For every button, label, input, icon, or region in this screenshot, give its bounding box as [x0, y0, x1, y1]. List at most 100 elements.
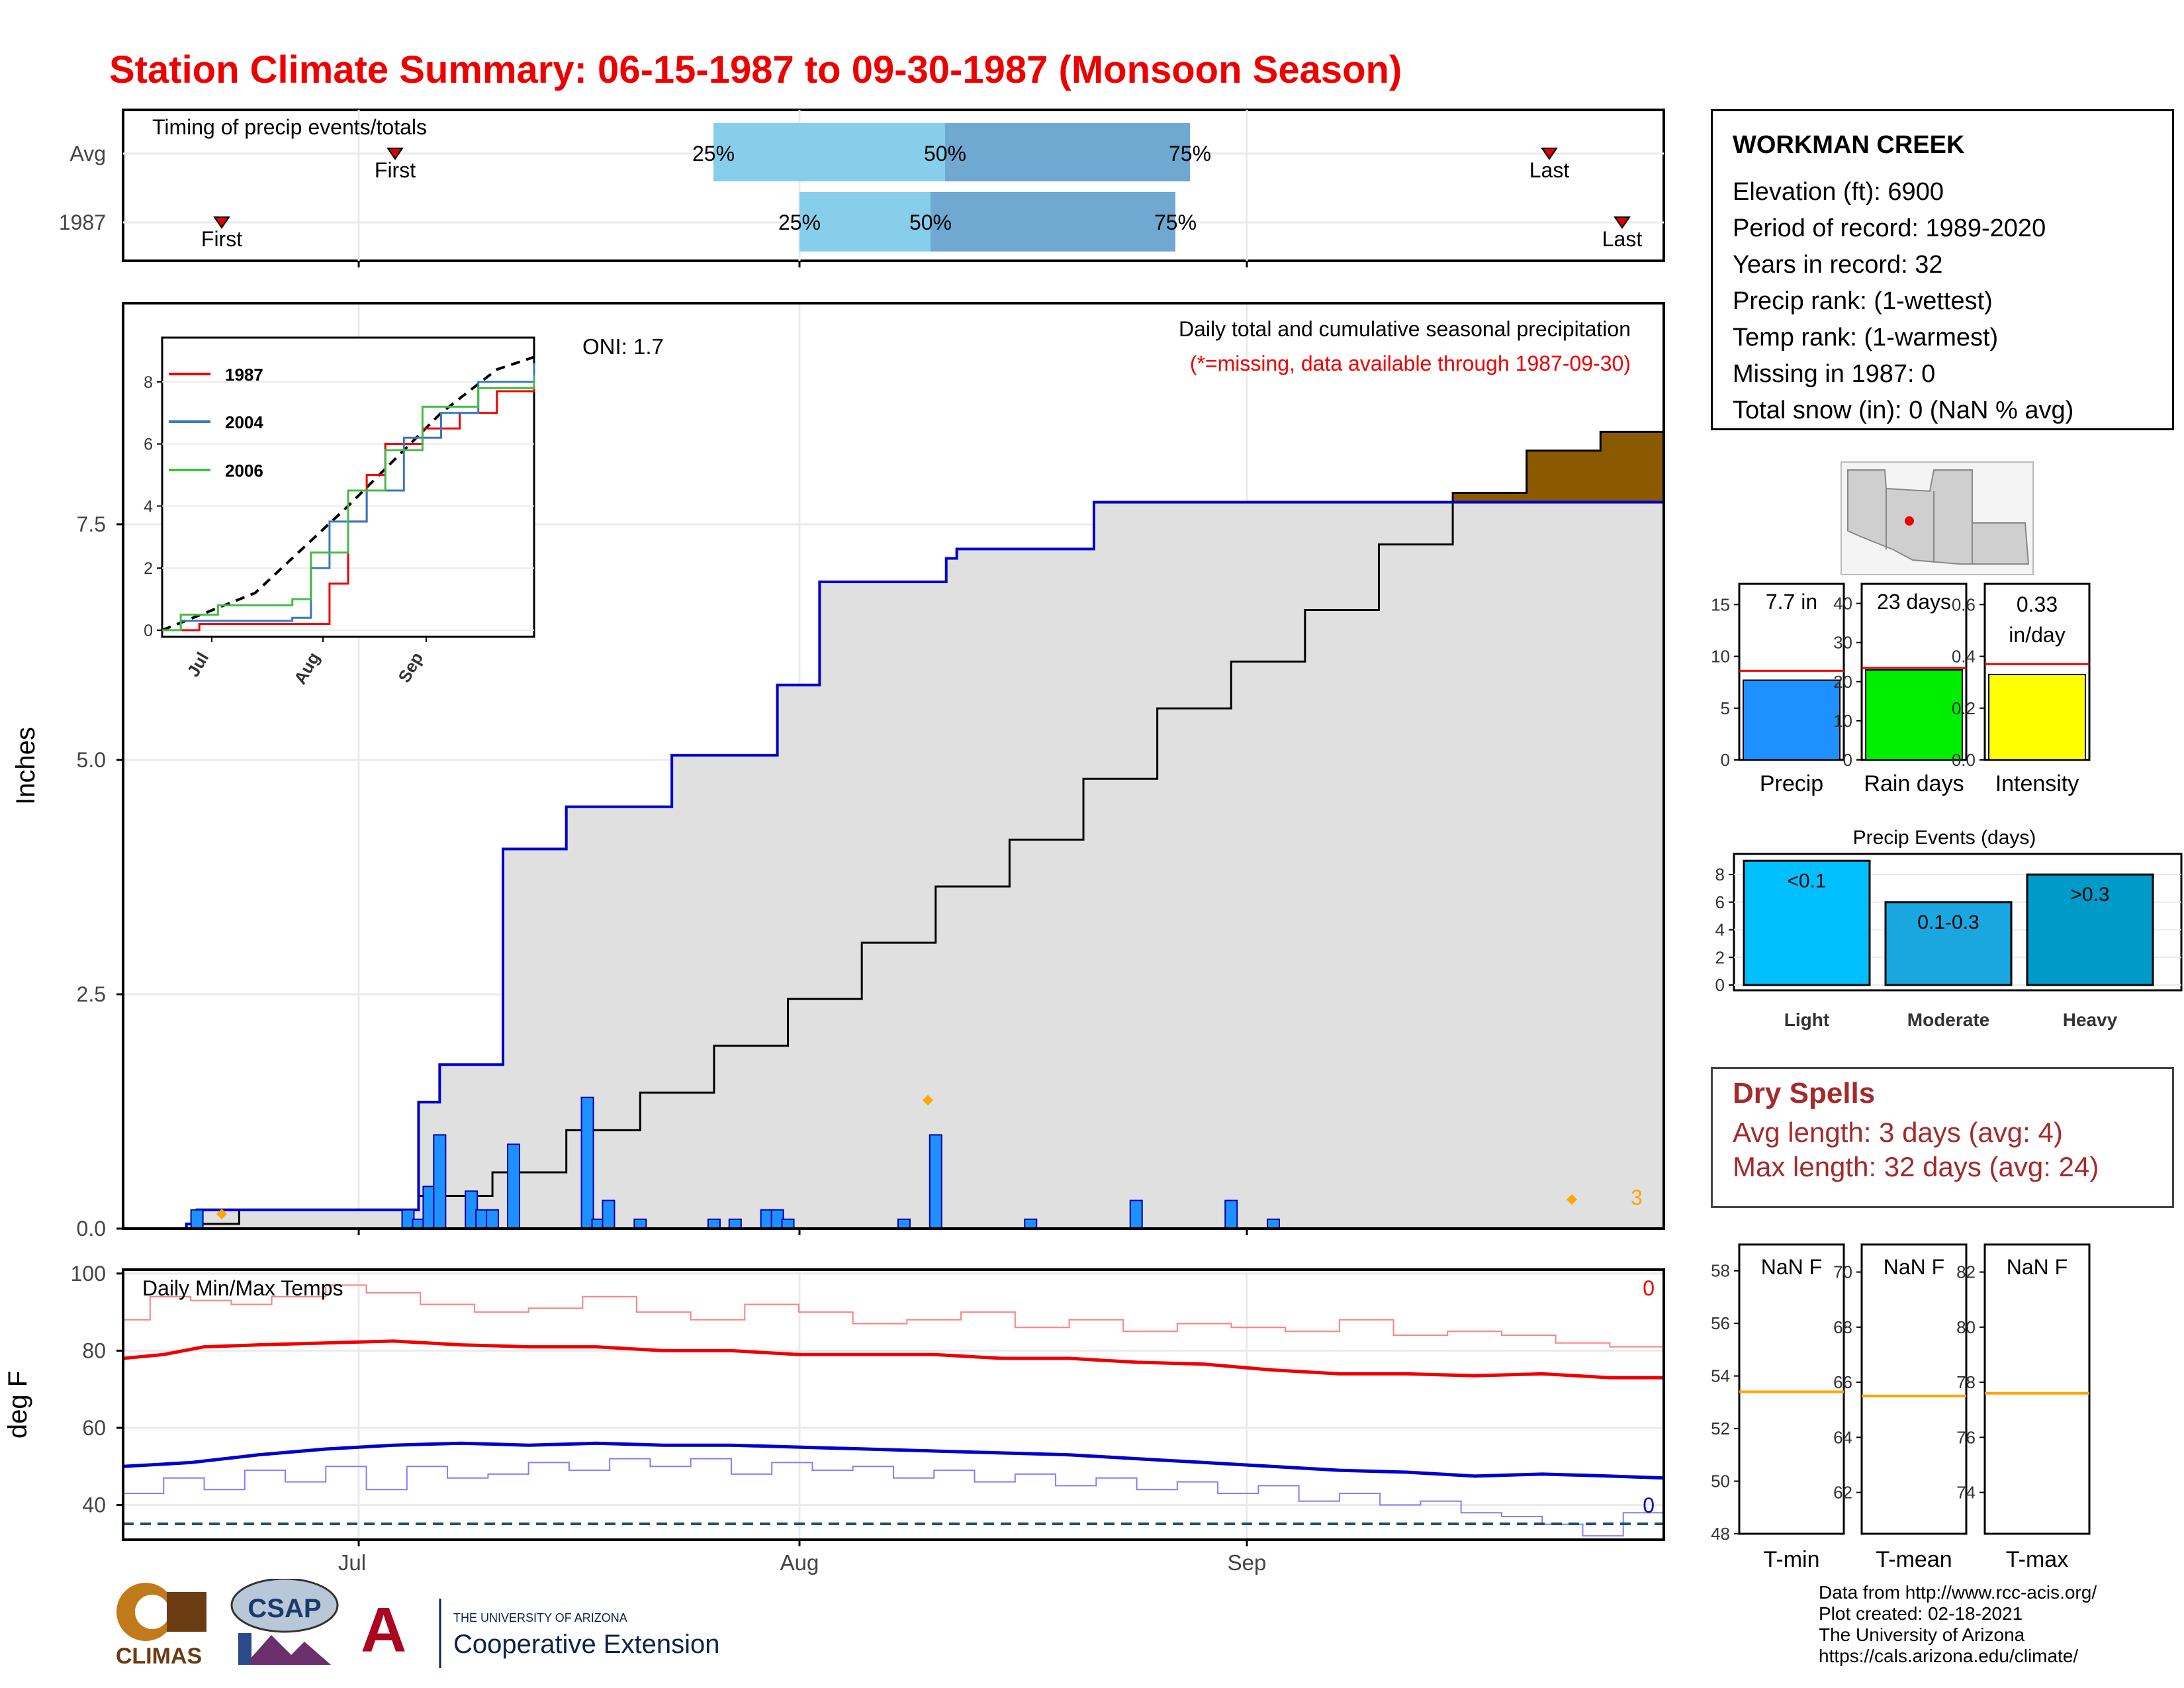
ua-big-text: Cooperative Extension — [453, 1630, 719, 1659]
summary-ytick: 0.6 — [1952, 594, 1976, 614]
inset-ytick: 2 — [144, 559, 153, 578]
timing-avg-first-marker — [387, 148, 404, 160]
ua-a-icon: A — [361, 1595, 406, 1665]
events-ytick: 6 — [1715, 892, 1725, 912]
precip-ytick: 7.5 — [77, 512, 106, 536]
temp-box-ytick: 76 — [1956, 1427, 1976, 1447]
credit-line: https://cals.arizona.edu/climate/ — [1819, 1646, 2079, 1666]
inset-series-2006 — [162, 375, 535, 632]
daily-precip-bar — [707, 1218, 721, 1229]
daily-precip-bar — [1224, 1199, 1238, 1230]
timing-avg-last-marker — [1541, 148, 1558, 160]
inset-legend-2004: 2004 — [225, 412, 263, 432]
summary-label: Rain days — [1864, 771, 1964, 796]
temp-box-ytick: 66 — [1833, 1372, 1852, 1392]
temp-ylabel: deg F — [3, 1371, 32, 1438]
temp-box-ytick: 52 — [1711, 1419, 1730, 1438]
daily-precip-bar — [1129, 1199, 1143, 1230]
timing-1987-q25: 25% — [778, 211, 821, 234]
timing-1987-first-marker — [213, 216, 230, 229]
timing-1987-q75: 75% — [1154, 211, 1197, 234]
timing-row-avg-label: Avg — [69, 142, 106, 165]
summary-bar-chart-intensity: 0.33 in/day 0.0 0.2 0.4 0.6 Intensity — [1952, 583, 2091, 796]
tmin-1987-line — [123, 1458, 1664, 1537]
dry-spells-box: Dry Spells Avg length: 3 days (avg: 4) M… — [1711, 1067, 2174, 1208]
credits: Data from http://www.rcc-acis.org/ Plot … — [1819, 1582, 2097, 1667]
temp-box-t-min: NaN F 48 50 52 54 56 58 T-min — [1711, 1243, 1845, 1572]
summary-bar-chart-precip: 7.7 in 0 5 10 15 Precip — [1711, 583, 1845, 796]
inset-legend-2006: 2006 — [225, 461, 263, 481]
dry-spells-title: Dry Spells — [1733, 1077, 1876, 1109]
event-bar-light — [1743, 859, 1871, 986]
temp-box-value: NaN F — [1761, 1255, 1822, 1279]
timing-panel: Timing of precip events/totals Avg 1987 … — [59, 109, 1665, 267]
temp-box-ytick: 68 — [1833, 1317, 1852, 1337]
daily-precip-bar — [602, 1199, 615, 1230]
temp-box-ytick: 56 — [1711, 1313, 1730, 1333]
daily-precip-bar — [929, 1134, 942, 1230]
temp-ytick: 80 — [82, 1338, 106, 1362]
summary-ytick: 0.4 — [1952, 647, 1976, 667]
precip-ytick: 0.0 — [77, 1217, 106, 1241]
tmax-average-line — [122, 1339, 1664, 1380]
summary-ytick: 5 — [1721, 698, 1730, 718]
temp-box-ytick: 78 — [1956, 1372, 1976, 1392]
daily-precip-bar — [506, 1143, 520, 1230]
precip-panel-title: Daily total and cumulative seasonal prec… — [1179, 317, 1631, 341]
summary-ytick: 0.0 — [1952, 750, 1976, 770]
ua-logo: A THE UNIVERSITY OF ARIZONA Cooperative … — [361, 1595, 719, 1668]
event-bar-label: <0.1 — [1787, 870, 1826, 892]
daily-precip-bar — [433, 1134, 447, 1230]
summary-label: Precip — [1760, 771, 1823, 796]
events-ytick: 4 — [1715, 920, 1725, 940]
event-category: Heavy — [2063, 1009, 2118, 1030]
timing-avg-q25-q50 — [713, 123, 945, 181]
tmin-count: 0 — [1643, 1493, 1655, 1517]
temp-box-t-max: NaN F 74 76 78 80 82 T-max — [1956, 1243, 2091, 1572]
daily-precip-bar — [580, 1096, 594, 1230]
ua-small-text: THE UNIVERSITY OF ARIZONA — [453, 1611, 627, 1624]
timing-1987-q50: 50% — [909, 211, 952, 234]
timing-1987-q50-q75 — [931, 192, 1175, 252]
temp-box-ytick: 74 — [1956, 1483, 1976, 1503]
temp-box-label: T-max — [2006, 1547, 2068, 1572]
daily-precip-bars — [190, 1096, 1281, 1230]
station-location-marker — [1905, 516, 1914, 526]
dry-spells-avg-length: Avg length: 3 days (avg: 4) — [1733, 1117, 2063, 1148]
station-precip-rank: Precip rank: (1-wettest) — [1733, 287, 1993, 315]
temp-box-ytick: 58 — [1711, 1261, 1730, 1281]
credit-line: The University of Arizona — [1819, 1624, 2025, 1645]
daily-precip-bar — [1267, 1218, 1281, 1229]
timing-1987-first: First — [201, 227, 242, 251]
timing-avg-first: First — [375, 158, 416, 182]
summary-value-unit: in/day — [2009, 623, 2065, 647]
timing-1987-last: Last — [1602, 227, 1643, 251]
xtick-aug: Aug — [780, 1550, 819, 1575]
timing-avg-q25: 25% — [692, 142, 735, 165]
daily-precip-bar — [190, 1209, 204, 1230]
daily-precip-bar — [1024, 1218, 1038, 1229]
precip-events-chart: Precip Events (days) <0.1 Light 0.1-0.3 Mod… — [1715, 827, 2183, 1030]
inset-ytick: 8 — [144, 373, 153, 392]
climas-logo-text: CLIMAS — [116, 1644, 202, 1669]
temp-ytick: 60 — [82, 1416, 106, 1440]
timing-1987-q25-q50 — [799, 192, 931, 252]
summary-ytick: 40 — [1833, 594, 1852, 614]
daily-precip-bar — [781, 1218, 795, 1229]
summary-value: 0.33 — [2017, 592, 2058, 616]
temp-box-ytick: 54 — [1711, 1366, 1730, 1386]
temp-ytick: 100 — [71, 1262, 106, 1286]
dry-spells-max-length: Max length: 32 days (avg: 24) — [1733, 1151, 2099, 1182]
event-category: Moderate — [1907, 1009, 1989, 1030]
temp-box-t-mean: NaN F 62 64 66 68 70 T-mean — [1833, 1243, 1968, 1572]
inset-ytick: 6 — [144, 436, 153, 454]
tmax-count: 0 — [1643, 1276, 1655, 1300]
summary-label: Intensity — [1995, 771, 2079, 796]
temp-ytick: 40 — [82, 1493, 106, 1517]
summary-bar — [1743, 679, 1841, 761]
summary-ytick: 10 — [1711, 647, 1730, 667]
timing-avg-q50-q75 — [945, 123, 1190, 181]
